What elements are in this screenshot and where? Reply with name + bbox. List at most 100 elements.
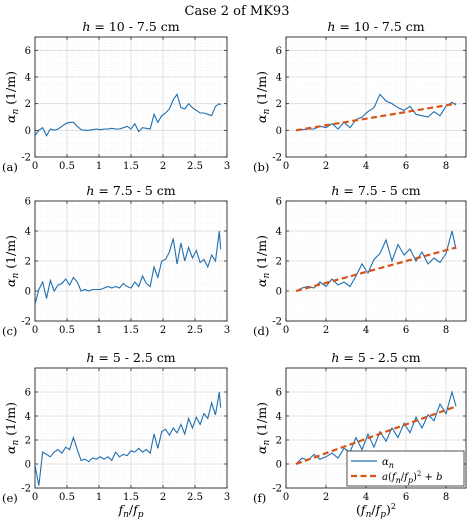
legend-label-data-part: α [382,457,389,468]
x-tick-label: 2 [323,492,329,503]
y-tick-label: 4 [276,227,282,238]
y-tick-label: 2 [276,99,282,110]
y-tick-label: 4 [25,412,31,423]
x-axis-label-right-part: f [375,502,383,517]
y-tick-label: 6 [276,46,282,57]
y-tick-label: 2 [25,99,31,110]
panel-label: (f) [253,491,266,505]
panel-title-part: h [331,350,339,365]
x-tick-label: 2 [160,161,166,172]
data-line [35,230,222,305]
y-axis-label-part: (1/m) [254,71,269,109]
data-line [295,93,457,131]
y-tick-label: 0 [25,287,31,298]
y-tick-label: 4 [276,73,282,84]
y-tick-label: 2 [25,257,31,268]
y-tick-label: 0 [276,460,282,471]
panel-title-part: = [94,350,112,365]
x-tick-label: 4 [363,325,369,336]
y-tick-label: 4 [276,412,282,423]
y-axis-label: αn (1/m) [3,402,21,454]
legend-label-fit-part: ( [388,472,392,483]
panel-title-part: = [94,183,112,198]
y-tick-label: 6 [276,197,282,208]
legend-label-fit-part: b [436,472,442,483]
legend-label-fit-part: / [401,472,405,483]
y-axis-label-part: n [11,273,21,279]
panel-title: h = 5 - 2.5 cm [86,350,175,365]
legend-label-data-part: n [389,461,394,470]
legend-label-fit-part: a [382,472,388,483]
x-tick-label: 0 [283,161,289,172]
x-tick-label: 1.5 [123,161,139,172]
panel-title: h = 7.5 - 5 cm [331,183,420,198]
y-tick-label: 6 [276,388,282,399]
panel-label: (c) [2,324,17,338]
x-axis-label-right-part: f [360,502,368,517]
panel-title-part: 5 - 2.5 cm [358,350,421,365]
x-tick-label: 3 [224,325,230,336]
x-tick-label: 0 [283,492,289,503]
legend-label-fit-part: f [391,472,398,483]
x-tick-label: 6 [403,325,409,336]
legend-label-fit-part: ) [413,472,417,483]
x-tick-label: 2 [160,492,166,503]
y-tick-label: 0 [276,287,282,298]
x-tick-label: 8 [443,492,449,503]
y-axis-label: αn (1/m) [254,402,272,454]
x-tick-label: 4 [363,161,369,172]
legend-label-fit-part: + [421,472,436,483]
y-tick-label: 6 [25,46,31,57]
panel-title-part: h [86,183,94,198]
x-tick-label: 6 [403,492,409,503]
y-axis-label-part: α [3,445,18,454]
x-tick-label: 0.5 [59,161,75,172]
x-tick-label: 4 [363,492,369,503]
y-axis-label-part: n [11,440,21,446]
panel-title: h = 5 - 2.5 cm [331,350,420,365]
x-tick-label: 2 [160,325,166,336]
y-axis-label: αn (1/m) [3,235,21,287]
y-axis-label: αn (1/m) [3,71,21,123]
y-tick-label: -2 [272,484,282,495]
y-tick-label: 0 [276,126,282,137]
y-tick-label: 2 [276,257,282,268]
y-axis-label-part: (1/m) [3,402,18,440]
legend: αna(fn/fp)2 + b [346,450,465,487]
y-tick-label: -2 [272,153,282,164]
x-tick-label: 2.5 [187,161,203,172]
x-tick-label: 1 [96,492,102,503]
x-axis-label-left-part: / [129,502,134,517]
fit-line [295,246,457,293]
legend-label-fit-part: n [396,476,401,485]
x-tick-label: 0.5 [59,325,75,336]
x-axis-label-right-part: n [366,510,372,520]
x-tick-label: 2.5 [187,325,203,336]
y-axis-label-part: n [11,109,21,115]
x-axis-label-right-part: ) [386,502,391,517]
y-tick-label: -2 [21,317,31,328]
x-tick-label: 6 [403,161,409,172]
y-axis-label-part: n [262,109,272,115]
x-axis-label-right-part: p [380,510,386,520]
x-tick-label: 0 [283,325,289,336]
y-tick-label: -2 [272,317,282,328]
x-tick-label: 1 [96,325,102,336]
y-axis-label: αn (1/m) [254,235,272,287]
x-tick-label: 3 [224,161,230,172]
x-tick-label: 8 [443,325,449,336]
panel-title-part: h [82,19,90,34]
panel-title-part: 5 - 2.5 cm [113,350,176,365]
y-tick-label: 2 [25,436,31,447]
x-axis-label-right: (fn/fp)2 [356,502,396,520]
x-tick-label: 1 [96,161,102,172]
panel-title-part: h [86,350,94,365]
y-axis-label-part: (1/m) [3,71,18,109]
panel-label: (d) [253,324,269,338]
y-axis-label-part: (1/m) [3,235,18,273]
y-axis-label-part: (1/m) [254,402,269,440]
